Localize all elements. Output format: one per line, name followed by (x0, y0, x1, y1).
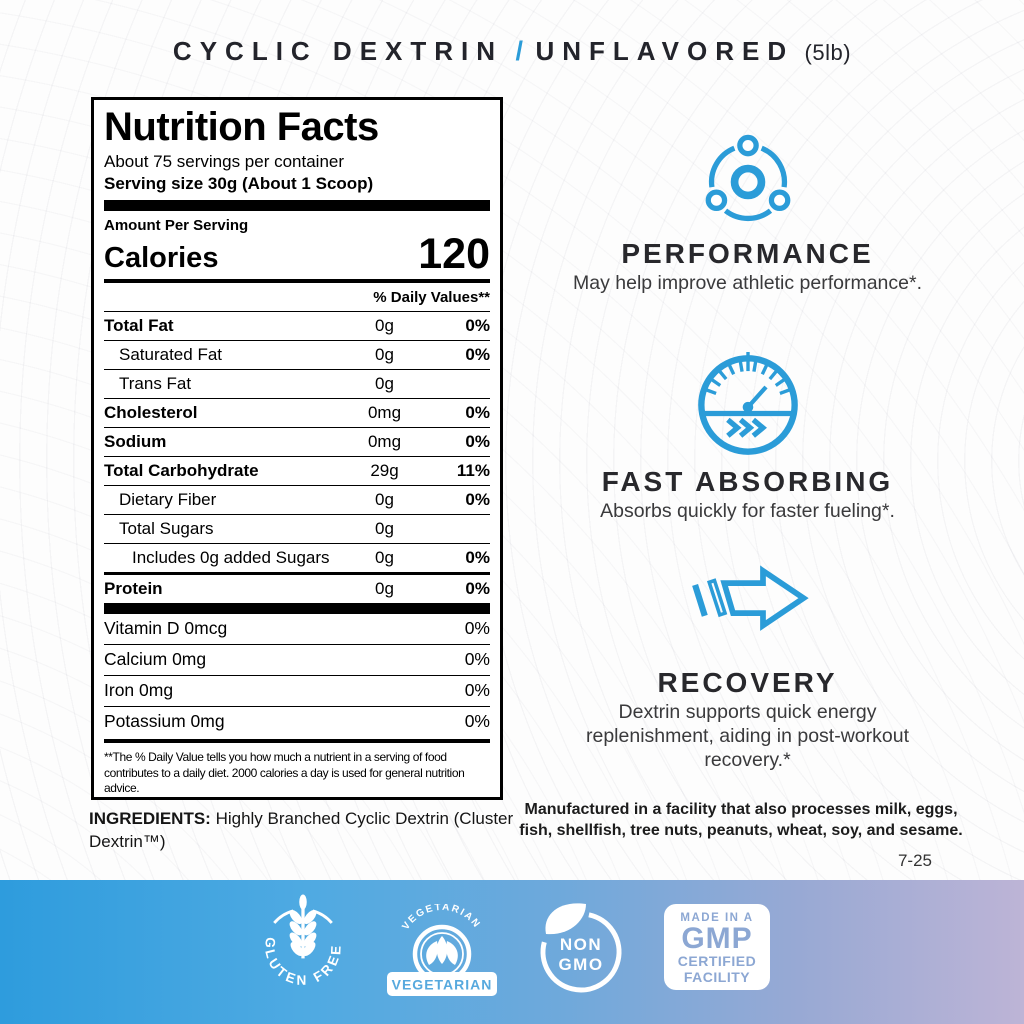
daily-value-footnote: **The % Daily Value tells you how much a… (104, 749, 465, 796)
feature-title: FAST ABSORBING (601, 466, 894, 497)
table-row: Potassium 0mg 0% (104, 705, 490, 737)
divider-medium (104, 738, 490, 743)
ingredients-label: INGREDIENTS: (89, 809, 211, 828)
table-row: Sodium 0mg 0% (104, 426, 490, 456)
gluten-free-badge-icon: GLUTEN FREE (262, 894, 341, 988)
non-gmo-text-line1: NON (560, 935, 602, 954)
ingredients-statement: INGREDIENTS: Highly Branched Cyclic Dext… (89, 808, 525, 854)
calories-value: 120 (418, 230, 490, 278)
table-row: Total Carbohydrate 29g 11% (104, 455, 490, 485)
daily-values-header: % Daily Values** (104, 283, 490, 312)
orbit-molecule-icon (705, 134, 790, 222)
product-title: CYCLIC DEXTRIN / UNFLAVORED (5lb) (0, 36, 1024, 67)
gmp-certified-badge-icon: MADE IN A GMP CERTIFIED FACILITY (664, 904, 770, 990)
feature-title: RECOVERY (657, 667, 838, 698)
lot-date-code: 7-25 (897, 850, 932, 870)
table-row: Trans Fat 0g (104, 368, 490, 398)
fast-forward-arrow-icon (691, 565, 809, 631)
title-slash-separator: / (515, 36, 524, 66)
feature-description: Dextrin supports quick energy replenishm… (585, 701, 909, 771)
table-row: Protein 0g 0% (104, 571, 490, 603)
table-row: Iron 0mg 0% (104, 674, 490, 706)
table-row: Vitamin D 0mcg 0% (104, 618, 490, 639)
feature-description: Absorbs quickly for faster fueling*. (600, 500, 895, 522)
divider-thick (104, 602, 490, 614)
table-row: Dietary Fiber 0g 0% (104, 484, 490, 514)
serving-size: Serving size 30g (About 1 Scoop) (104, 174, 374, 193)
product-size: (5lb) (804, 40, 852, 65)
gmp-text-line1: MADE IN A (680, 912, 753, 924)
non-gmo-badge-icon: NON GMO (540, 903, 622, 993)
table-row: Saturated Fat 0g 0% (104, 339, 490, 369)
feature-description: May help improve athletic performance*. (573, 272, 922, 294)
feature-fast-absorbing: FAST ABSORBING Absorbs quickly for faste… (515, 352, 980, 524)
table-row: Total Fat 0g 0% (104, 315, 490, 335)
vegetarian-banner-text: VEGETARIAN (392, 977, 493, 993)
divider-thick (104, 200, 490, 211)
feature-performance: PERFORMANCE May help improve athletic pe… (515, 134, 980, 296)
calories-label: Calories (104, 241, 219, 274)
table-row: Calcium 0mg 0% (104, 643, 490, 675)
gmp-text-line3: CERTIFIED (678, 953, 756, 969)
gmp-text-line2: GMP (681, 922, 752, 955)
product-flavor: UNFLAVORED (535, 36, 795, 66)
speedometer-icon (697, 352, 798, 455)
calories-row: Calories 120 (104, 230, 490, 279)
feature-recovery: RECOVERY Dextrin supports quick energy r… (515, 562, 980, 772)
divider-medium (104, 278, 490, 283)
allergen-text: Manufactured in a facility that also pro… (519, 801, 963, 839)
table-row: Total Sugars 0g (104, 513, 490, 543)
table-row: Includes 0g added Sugars 0g 0% (104, 542, 490, 572)
certification-band: GLUTEN FREE VEGETARIAN VEGETARIAN NON GM… (0, 880, 1024, 1024)
nutrition-facts-panel: Nutrition Facts About 75 servings per co… (91, 97, 503, 800)
servings-per-container: About 75 servings per container (104, 152, 345, 171)
allergen-statement: Manufactured in a facility that also pro… (512, 800, 970, 872)
nutrition-facts-title: Nutrition Facts (104, 105, 379, 149)
amount-per-serving-label: Amount Per Serving (104, 217, 249, 234)
gmp-text-line4: FACILITY (684, 969, 750, 985)
vegetarian-badge-icon: VEGETARIAN VEGETARIAN (387, 904, 497, 996)
ingredients-text: Highly Branched Cyclic Dextrin (Cluster … (89, 809, 514, 851)
product-name: CYCLIC DEXTRIN (172, 36, 504, 66)
non-gmo-text-line2: GMO (558, 955, 603, 974)
feature-title: PERFORMANCE (621, 238, 874, 269)
table-row: Cholesterol 0mg 0% (104, 397, 490, 427)
